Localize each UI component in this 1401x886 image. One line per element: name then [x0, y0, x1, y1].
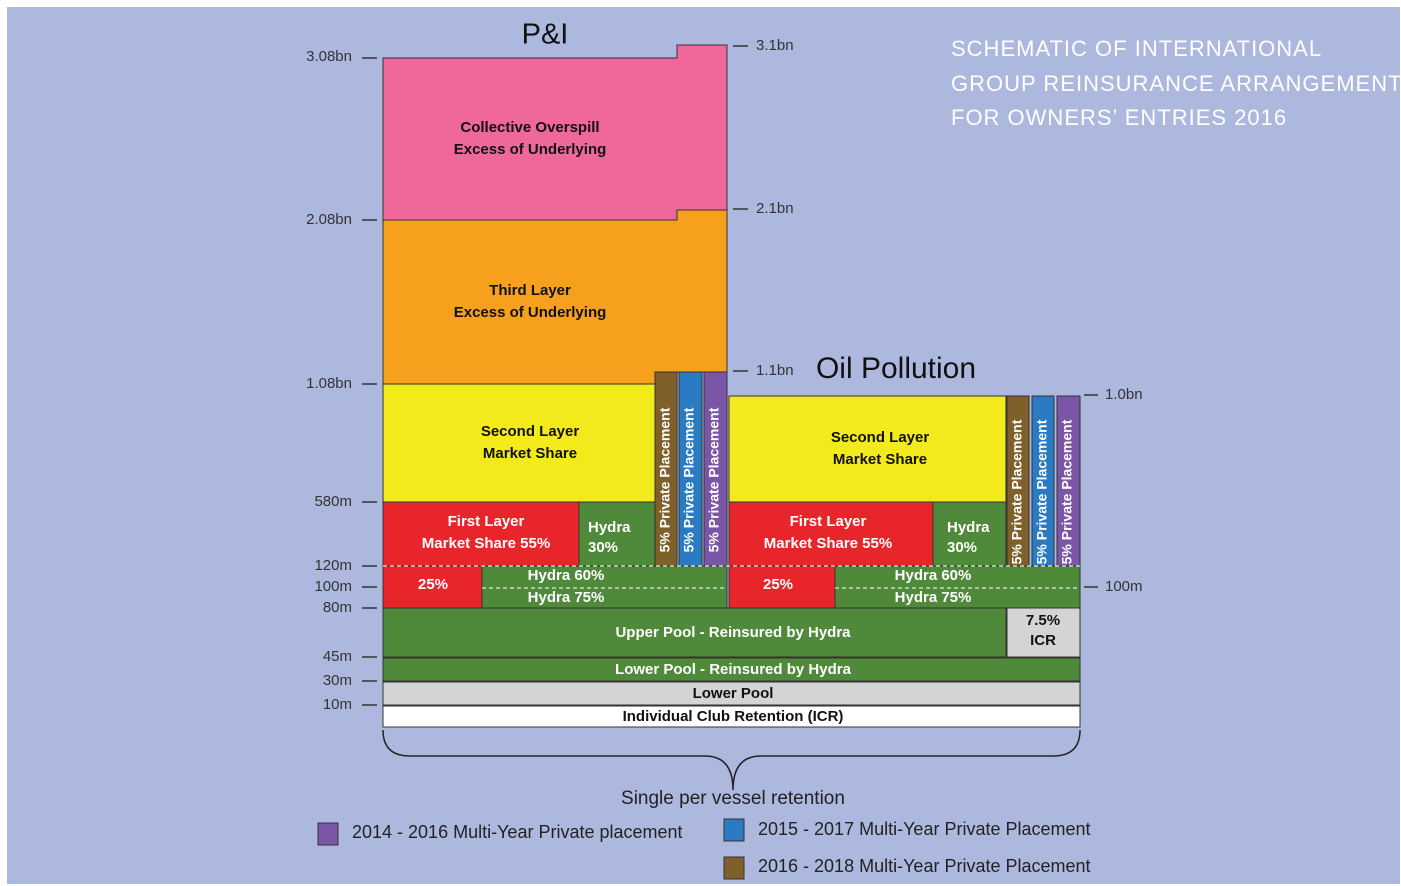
title-line: GROUP REINSURANCE ARRANGEMENTS — [951, 71, 1401, 96]
axis-label: 1.08bn — [306, 375, 352, 392]
hydra-block — [481, 565, 728, 609]
placement-label: 5% Private Placement — [706, 407, 722, 552]
block-label: 30% — [947, 539, 977, 556]
icr-share-block — [1006, 607, 1081, 658]
lower-pool-reinsured-block — [382, 657, 1081, 682]
lower-pool-block — [382, 681, 1081, 706]
legend-swatch — [317, 822, 339, 846]
hydra-block — [834, 565, 1081, 609]
block-label: First Layer — [448, 513, 525, 530]
placement-label: 5% Private Placement — [681, 407, 697, 552]
block-label: Hydra — [588, 519, 631, 536]
block-label: Hydra — [947, 519, 990, 536]
block-label: Market Share — [833, 451, 927, 468]
section-label: Oil Pollution — [816, 352, 976, 385]
legend-swatch — [723, 818, 745, 842]
axis-label: 3.08bn — [306, 48, 352, 65]
title-line: FOR OWNERS’ ENTRIES 2016 — [951, 105, 1287, 130]
axis-label: 2.08bn — [306, 211, 352, 228]
block-label: Hydra 60% — [895, 567, 972, 584]
axis-label: 2.1bn — [756, 200, 794, 217]
block-label: Third Layer — [489, 282, 571, 299]
axis-label: 45m — [323, 648, 352, 665]
block-label: Upper Pool - Reinsured by Hydra — [615, 624, 851, 641]
block-label: 7.5% — [1026, 612, 1060, 629]
block-label: Excess of Underlying — [454, 141, 607, 158]
block-label: First Layer — [790, 513, 867, 530]
legend-swatch — [723, 856, 745, 880]
legend-label: 2016 - 2018 Multi-Year Private Placement — [758, 856, 1091, 876]
axis-label: 80m — [323, 599, 352, 616]
block-label: Hydra 75% — [895, 589, 972, 606]
legend-label: 2014 - 2016 Multi-Year Private placement — [352, 822, 683, 842]
placement-label: 5% Private Placement — [1034, 419, 1050, 564]
block-label: Lower Pool - Reinsured by Hydra — [615, 661, 852, 678]
section-label: P&I — [522, 19, 569, 51]
block-label: Lower Pool — [693, 685, 774, 702]
retention-label: Single per vessel retention — [621, 788, 845, 809]
axis-label: 580m — [314, 493, 352, 510]
axis-label: 3.1bn — [756, 37, 794, 54]
second-layer-block — [382, 383, 656, 503]
axis-label: 100m — [314, 578, 352, 595]
right-axis: 3.1bn 2.1bn 1.1bn 1.0bn 100m — [733, 37, 1143, 595]
title-line: SCHEMATIC OF INTERNATIONAL — [951, 36, 1322, 61]
axis-label: 1.0bn — [1105, 386, 1143, 403]
axis-label: 30m — [323, 672, 352, 689]
block-label: 30% — [588, 539, 618, 556]
block-label: Collective Overspill — [460, 119, 599, 136]
first-layer-block — [382, 501, 580, 567]
legend-label: 2015 - 2017 Multi-Year Private Placement — [758, 819, 1091, 839]
block-label: Hydra 60% — [528, 567, 605, 584]
block-label: Excess of Underlying — [454, 304, 607, 321]
axis-label: 1.1bn — [756, 362, 794, 379]
left-axis: 3.08bn 2.08bn 1.08bn 580m 120m 100m 80m … — [306, 48, 377, 713]
upper-pool-block — [382, 607, 1007, 658]
block-label: Second Layer — [831, 429, 930, 446]
brace — [382, 729, 1081, 791]
axis-label: 10m — [323, 696, 352, 713]
block-label: Market Share 55% — [764, 535, 892, 552]
block-label: Second Layer — [481, 423, 580, 440]
placement-label: 5% Private Placement — [1009, 419, 1025, 564]
axis-label: 100m — [1105, 578, 1143, 595]
block-label: Market Share — [483, 445, 577, 462]
block-label: 25% — [418, 576, 448, 593]
block-label: 25% — [763, 576, 793, 593]
second-layer-block — [728, 395, 1007, 503]
icr-block — [382, 705, 1081, 728]
axis-label: 120m — [314, 557, 352, 574]
placement-label: 5% Private Placement — [1059, 419, 1075, 564]
block-label: Individual Club Retention (ICR) — [623, 708, 844, 725]
block-label: ICR — [1030, 632, 1056, 649]
placement-label: 5% Private Placement — [657, 407, 673, 552]
block-label: Hydra 75% — [528, 589, 605, 606]
block-label: Market Share 55% — [422, 535, 550, 552]
